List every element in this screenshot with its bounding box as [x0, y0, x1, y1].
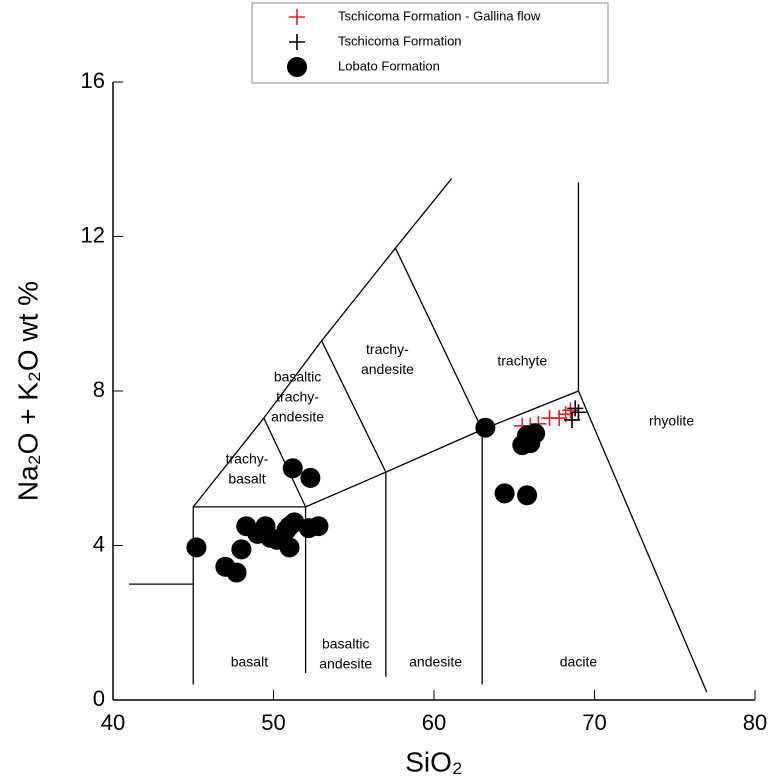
point: [186, 537, 207, 558]
point: [279, 537, 300, 558]
point: [567, 400, 584, 417]
region-label: trachy-: [226, 450, 269, 466]
region-label: trachyte: [497, 353, 547, 369]
y-tick-label: 16: [81, 68, 105, 93]
region-label: dacite: [560, 654, 598, 670]
point: [494, 483, 515, 504]
region-label: basalt: [228, 470, 265, 486]
x-tick-label: 70: [582, 710, 606, 735]
x-tick-label: 40: [101, 710, 125, 735]
boundary: [321, 246, 483, 685]
boundary: [192, 506, 307, 685]
region-label: trachy-: [276, 389, 319, 405]
y-axis-label: Na₂O + K₂O wt %: [12, 281, 43, 501]
region-label: andesite: [319, 656, 372, 672]
x-tick-label: 50: [261, 710, 285, 735]
region-label: trachy-: [366, 341, 409, 357]
x-tick-label: 80: [743, 710, 767, 735]
point: [282, 458, 303, 479]
point: [226, 562, 247, 583]
legend-label: Tschicoma Formation - Gallina flow: [338, 8, 541, 23]
legend-label: Tschicoma Formation: [338, 33, 462, 48]
region-label: andesite: [271, 409, 324, 425]
point: [475, 417, 496, 438]
region-label: rhyolite: [649, 413, 694, 429]
legend-marker: [289, 9, 305, 25]
point: [564, 411, 581, 428]
point: [308, 516, 329, 537]
boundary: [577, 390, 708, 693]
y-tick-label: 0: [93, 686, 105, 711]
x-axis-label: SiO₂: [405, 746, 463, 777]
point: [551, 410, 568, 427]
point: [517, 485, 538, 506]
boundary: [263, 339, 387, 677]
point: [525, 423, 546, 444]
point: [570, 404, 587, 421]
y-tick-label: 8: [93, 377, 105, 402]
point: [300, 467, 321, 488]
x-tick-label: 60: [422, 710, 446, 735]
legend-marker: [289, 34, 305, 50]
y-tick-label: 12: [81, 222, 105, 247]
legend-box: [251, 2, 609, 84]
legend-marker: [287, 57, 307, 77]
region-label: basaltic: [274, 369, 321, 385]
region-label: basaltic: [322, 636, 369, 652]
region-label: basalt: [231, 654, 268, 670]
boundary: [394, 178, 453, 249]
region-label: andesite: [361, 361, 414, 377]
region-label: andesite: [409, 654, 462, 670]
point: [231, 539, 252, 560]
legend-label: Lobato Formation: [338, 58, 440, 73]
y-tick-label: 4: [93, 531, 105, 556]
